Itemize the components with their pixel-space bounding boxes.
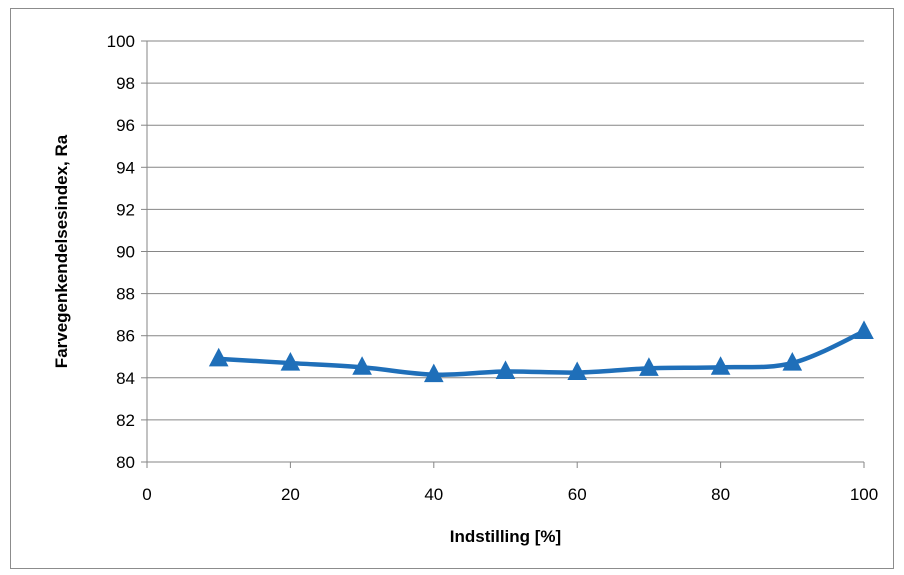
y-tick-label: 92 [116, 200, 135, 219]
y-tick-label: 86 [116, 327, 135, 346]
data-point-marker [639, 357, 659, 376]
gridlines [147, 40, 864, 421]
y-tick-label: 82 [116, 411, 135, 430]
data-point-marker [854, 320, 874, 339]
y-axis-title: Farvegenkendelsesindex, Ra [52, 134, 71, 368]
data-point-marker [423, 363, 444, 383]
x-tick-label: 80 [711, 485, 730, 504]
series-line [216, 329, 867, 377]
x-axis-title: Indstilling [%] [450, 527, 561, 546]
x-tick-label: 40 [424, 485, 443, 504]
y-tick-label: 88 [116, 285, 135, 304]
y-tick-labels: 80 82 84 86 88 90 92 94 96 98 100 [107, 32, 135, 472]
data-point-marker [782, 351, 803, 371]
data-point-marker [495, 360, 516, 379]
y-tick-label: 100 [107, 32, 135, 51]
y-tick-label: 84 [116, 369, 135, 388]
y-tick-label: 94 [116, 158, 135, 177]
data-point-marker [567, 361, 588, 381]
data-point-marker [710, 356, 731, 375]
chart-frame [10, 8, 894, 569]
x-tick-labels: 0 20 40 60 80 100 [142, 485, 878, 504]
series [208, 320, 874, 383]
x-tick-label: 60 [568, 485, 587, 504]
x-tick-label: 20 [281, 485, 300, 504]
data-point-marker [352, 356, 372, 375]
axes [141, 40, 865, 468]
data-point-marker [280, 351, 301, 371]
y-tick-label: 96 [116, 116, 135, 135]
x-tick-label: 0 [142, 485, 151, 504]
y-tick-label: 80 [116, 453, 135, 472]
data-point-marker [208, 347, 229, 367]
y-tick-label: 98 [116, 74, 135, 93]
x-tick-label: 100 [850, 485, 878, 504]
y-tick-label: 90 [116, 243, 135, 262]
